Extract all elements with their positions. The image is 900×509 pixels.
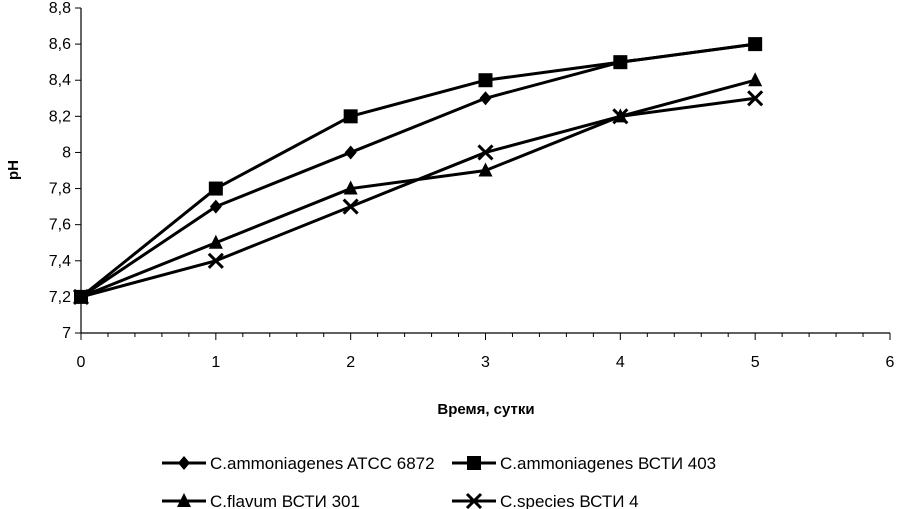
data-point xyxy=(208,234,223,249)
x-axis-title: Время, сутки xyxy=(437,401,534,418)
data-point xyxy=(342,198,359,215)
y-tick-label: 7,8 xyxy=(49,181,71,198)
series-x xyxy=(72,90,764,305)
legend-item: C.species ВСТИ 4 xyxy=(452,492,639,509)
y-tick-label: 8,2 xyxy=(49,108,71,125)
data-point xyxy=(344,145,357,160)
x-tick-label: 0 xyxy=(77,354,86,371)
data-point xyxy=(612,108,629,125)
x-tick-label: 5 xyxy=(751,354,760,371)
x-tick-label: 2 xyxy=(346,354,355,371)
data-point xyxy=(208,181,223,196)
data-point xyxy=(343,109,358,124)
legend-marker xyxy=(467,456,481,470)
x-tick-label: 4 xyxy=(616,354,625,371)
y-tick-label: 7 xyxy=(62,325,71,342)
series-square xyxy=(74,37,763,304)
x-tick-label: 1 xyxy=(211,354,220,371)
series-line xyxy=(80,42,756,299)
y-tick-label: 8,4 xyxy=(49,72,71,89)
data-point xyxy=(207,252,224,269)
data-point xyxy=(478,162,493,177)
data-point xyxy=(748,37,763,52)
data-point xyxy=(477,144,494,161)
legend-label: C.species ВСТИ 4 xyxy=(500,492,639,509)
series-line xyxy=(80,96,756,299)
y-tick-label: 7,4 xyxy=(49,253,71,270)
x-tick-label: 6 xyxy=(886,354,895,371)
y-tick-label: 8,8 xyxy=(49,0,71,17)
y-tick-label: 8,6 xyxy=(49,36,71,53)
legend-marker xyxy=(177,493,191,507)
legend-item: C.ammoniagenes ВСТИ 403 xyxy=(452,454,716,473)
data-point xyxy=(72,288,90,305)
data-point xyxy=(613,55,628,70)
series-diamond xyxy=(75,37,762,304)
legend-marker xyxy=(178,456,190,470)
y-tick-label: 7,2 xyxy=(49,289,71,306)
data-point xyxy=(748,72,763,87)
series-line xyxy=(80,42,756,299)
legend-item: C.flavum ВСТИ 301 xyxy=(162,492,360,509)
legend-item: C.ammoniagenes ATCC 6872 xyxy=(162,454,435,473)
legend-label: C.flavum ВСТИ 301 xyxy=(210,492,360,509)
data-point xyxy=(478,73,493,88)
legend-label: C.ammoniagenes ATCC 6872 xyxy=(210,454,435,473)
legend: C.ammoniagenes ATCC 6872 C.ammoniagenes В… xyxy=(162,454,716,509)
data-point xyxy=(343,180,358,195)
y-tick-label: 8 xyxy=(62,144,71,161)
series-layer xyxy=(72,37,764,305)
data-point xyxy=(479,91,492,106)
x-tick-label: 3 xyxy=(481,354,490,371)
y-tick-label: 7,6 xyxy=(49,217,71,234)
axes: 7 7,2 7,4 7,6 7,8 8 8,2 8,4 8,6 8,8 0 1 2 3 4 5 6 xyxy=(49,0,895,371)
y-axis-title: pH xyxy=(5,160,22,180)
data-point xyxy=(747,90,764,107)
legend-marker xyxy=(465,492,483,509)
legend-label: C.ammoniagenes ВСТИ 403 xyxy=(500,454,716,473)
data-point xyxy=(209,199,222,214)
series-triangle xyxy=(74,72,763,303)
